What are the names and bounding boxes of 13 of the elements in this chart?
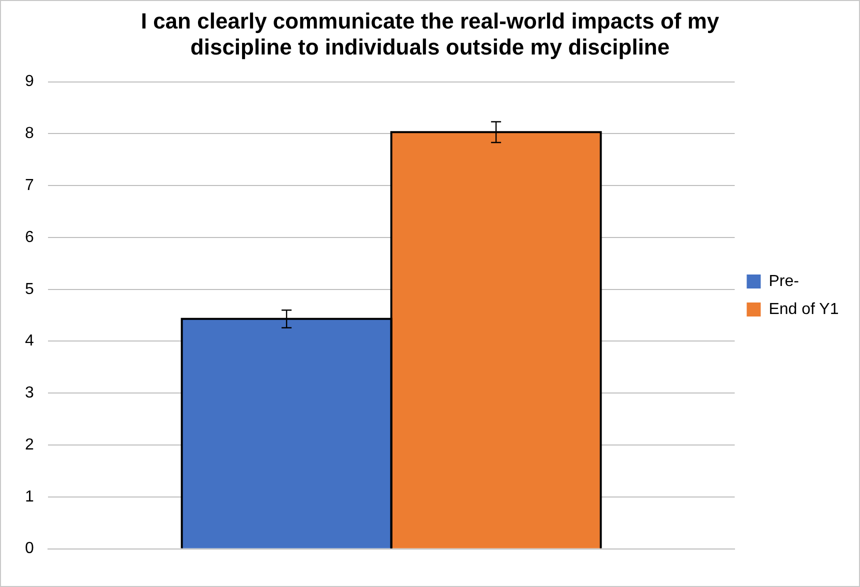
y-tick-label: 4 (24, 332, 34, 350)
y-tick-label: 5 (24, 280, 34, 298)
y-tick-label: 2 (24, 436, 34, 454)
legend-label: End of Y1 (768, 300, 839, 318)
y-tick-label: 6 (24, 228, 34, 246)
legend-label: Pre- (768, 272, 799, 290)
y-tick-label: 9 (24, 73, 34, 90)
y-tick-label: 0 (24, 540, 34, 558)
y-tick-label: 8 (24, 125, 34, 142)
chart-title: I can clearly communicate the real-world impacts of my discipline to individuals outside my discipline (140, 8, 720, 60)
y-tick-label: 7 (24, 176, 34, 194)
y-tick-label: 1 (24, 488, 34, 506)
y-tick-label: 3 (24, 384, 34, 402)
